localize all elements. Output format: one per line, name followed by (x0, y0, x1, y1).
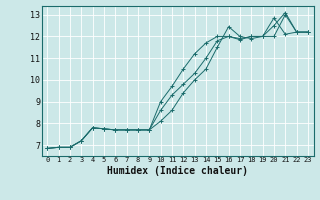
X-axis label: Humidex (Indice chaleur): Humidex (Indice chaleur) (107, 166, 248, 176)
